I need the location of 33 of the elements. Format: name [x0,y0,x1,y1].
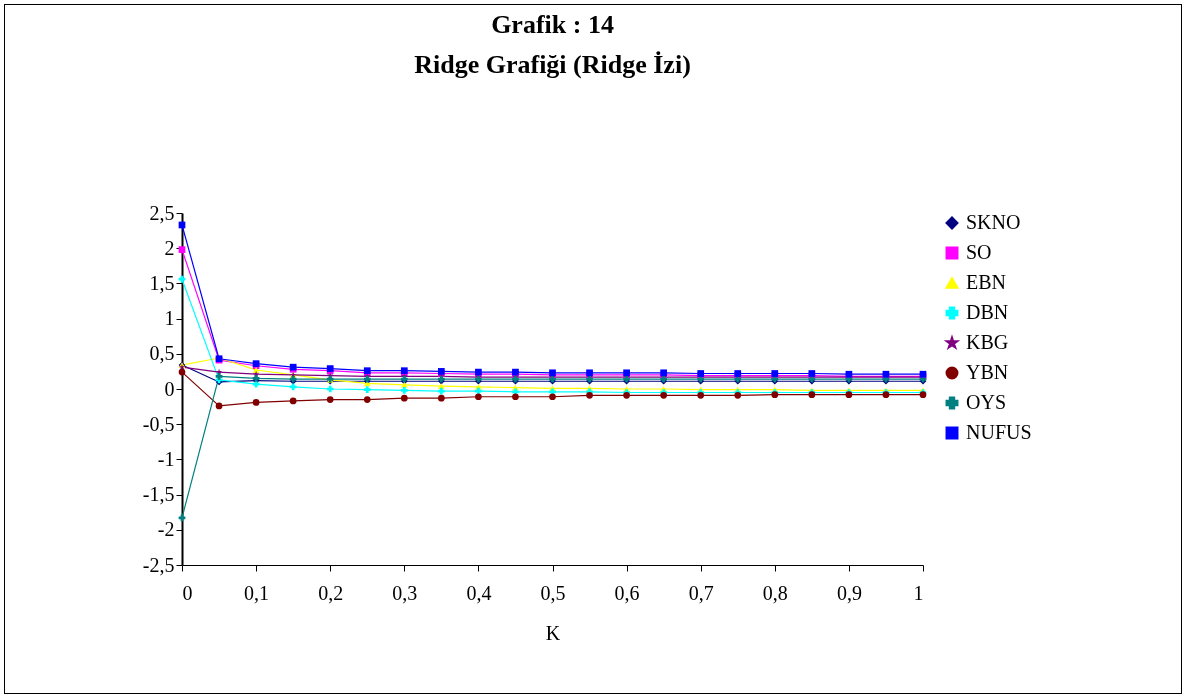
x-tick-label: 0 [182,581,193,604]
y-tick-label: 1 [164,307,175,330]
x-tick-label: 0,9 [836,581,862,604]
y-tick-label: -2 [157,518,175,541]
x-tick-label: 0,5 [540,581,566,604]
y-tick-label: 2,5 [149,201,175,224]
legend-label: SO [966,241,992,263]
y-tick-label: -1,5 [142,483,175,506]
legend-label: KBG [966,331,1009,353]
y-tick-label: -2,5 [142,553,175,576]
y-tick-label: -0,5 [142,412,175,435]
chart-title: Grafik : 14 [491,10,614,39]
y-tick-label: 0 [164,377,175,400]
legend-label: NUFUS [966,421,1032,443]
y-tick-label: -1 [157,447,175,470]
x-tick-label: 0,2 [318,581,344,604]
y-tick-label: 0,5 [149,342,175,365]
legend-label: EBN [966,271,1006,293]
legend-label: YBN [966,361,1009,383]
x-tick-label: 0,8 [762,581,788,604]
x-axis-title: K [545,621,561,644]
legend-label: OYS [966,391,1007,413]
legend-label: DBN [966,301,1009,323]
chart-subtitle: Ridge Grafiği (Ridge İzi) [414,50,691,79]
x-tick-label: 0,3 [392,581,418,604]
legend-label: SKNO [966,211,1021,233]
x-tick-label: 0,4 [466,581,492,604]
x-tick-label: 0,1 [244,581,270,604]
y-tick-label: 1,5 [149,271,175,294]
x-tick-label: 1 [913,581,924,604]
x-tick-label: 0,7 [688,581,714,604]
y-tick-label: 2 [164,236,175,259]
x-tick-label: 0,6 [614,581,640,604]
